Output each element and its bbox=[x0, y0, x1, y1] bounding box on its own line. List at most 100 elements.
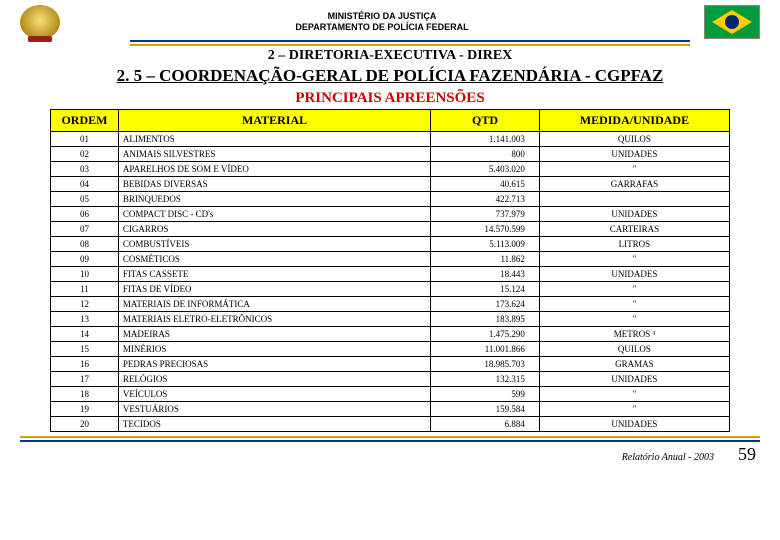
table-cell: 422.713 bbox=[431, 192, 540, 207]
brazil-flag-icon bbox=[704, 5, 760, 39]
col-medida: MEDIDA/UNIDADE bbox=[539, 110, 729, 132]
table-cell: MINÉRIOS bbox=[118, 342, 430, 357]
table-cell: ANIMAIS SILVESTRES bbox=[118, 147, 430, 162]
table-cell: 03 bbox=[51, 162, 119, 177]
table-body: 01ALIMENTOS1.141.003QUILOS02ANIMAIS SILV… bbox=[51, 132, 730, 432]
table-row: 10FITAS CASSETE18.443UNIDADES bbox=[51, 267, 730, 282]
table-row: 12MATERIAIS DE INFORMÁTICA173.624" bbox=[51, 297, 730, 312]
table-cell: 19 bbox=[51, 402, 119, 417]
table-cell: " bbox=[539, 252, 729, 267]
table-row: 17RELÓGIOS132.315UNIDADES bbox=[51, 372, 730, 387]
subtitle: PRINCIPAIS APREENSÕES bbox=[0, 90, 780, 107]
table-row: 08COMBUSTÍVEIS5.113.009LITROS bbox=[51, 237, 730, 252]
header: MINISTÉRIO DA JUSTIÇA DEPARTAMENTO DE PO… bbox=[0, 0, 780, 40]
ministry-header: MINISTÉRIO DA JUSTIÇA DEPARTAMENTO DE PO… bbox=[60, 11, 704, 33]
table-cell: 800 bbox=[431, 147, 540, 162]
header-line2: DEPARTAMENTO DE POLÍCIA FEDERAL bbox=[60, 22, 704, 33]
table-cell: COSMÉTICOS bbox=[118, 252, 430, 267]
table-cell: 09 bbox=[51, 252, 119, 267]
table-cell: BRINQUEDOS bbox=[118, 192, 430, 207]
table-cell: ALIMENTOS bbox=[118, 132, 430, 147]
table-cell: 15 bbox=[51, 342, 119, 357]
table-cell: UNIDADES bbox=[539, 267, 729, 282]
table-cell: 159.584 bbox=[431, 402, 540, 417]
table-cell: 14 bbox=[51, 327, 119, 342]
table-cell: 01 bbox=[51, 132, 119, 147]
table-row: 09COSMÉTICOS11.862" bbox=[51, 252, 730, 267]
table-cell: 13 bbox=[51, 312, 119, 327]
table-cell: 15.124 bbox=[431, 282, 540, 297]
table-row: 13MATERIAIS ELETRO-ELETRÔNICOS183.895" bbox=[51, 312, 730, 327]
table-cell: 18 bbox=[51, 387, 119, 402]
seizures-table-wrap: ORDEM MATERIAL QTD MEDIDA/UNIDADE 01ALIM… bbox=[0, 107, 780, 432]
table-cell: METROS ³ bbox=[539, 327, 729, 342]
table-cell: QUILOS bbox=[539, 132, 729, 147]
divider-gold bbox=[130, 44, 690, 46]
table-cell: 11.862 bbox=[431, 252, 540, 267]
footer-divider-gold bbox=[20, 436, 760, 438]
table-cell: 1.475.290 bbox=[431, 327, 540, 342]
table-cell: 16 bbox=[51, 357, 119, 372]
table-cell: LITROS bbox=[539, 237, 729, 252]
table-row: 11FITAS DE VÍDEO15.124" bbox=[51, 282, 730, 297]
section-heading: 2 – DIRETORIA-EXECUTIVA - DIREX bbox=[0, 48, 780, 64]
table-cell: 04 bbox=[51, 177, 119, 192]
table-row: 18VEÍCULOS599" bbox=[51, 387, 730, 402]
table-cell: GARRAFAS bbox=[539, 177, 729, 192]
table-row: 16PEDRAS PRECIOSAS18.985.703GRAMAS bbox=[51, 357, 730, 372]
table-cell: UNIDADES bbox=[539, 417, 729, 432]
table-cell: 5.113.009 bbox=[431, 237, 540, 252]
col-qtd: QTD bbox=[431, 110, 540, 132]
divider-blue bbox=[130, 40, 690, 42]
table-cell: 14.570.599 bbox=[431, 222, 540, 237]
table-cell: 17 bbox=[51, 372, 119, 387]
table-cell: FITAS DE VÍDEO bbox=[118, 282, 430, 297]
table-cell: PEDRAS PRECIOSAS bbox=[118, 357, 430, 372]
table-cell: 07 bbox=[51, 222, 119, 237]
table-cell: " bbox=[539, 297, 729, 312]
table-row: 04BEBIDAS DIVERSAS40.615GARRAFAS bbox=[51, 177, 730, 192]
table-cell: TECIDOS bbox=[118, 417, 430, 432]
table-cell: " bbox=[539, 162, 729, 177]
table-cell: " bbox=[539, 282, 729, 297]
table-cell: 5.403.020 bbox=[431, 162, 540, 177]
table-cell: APARELHOS DE SOM E VÍDEO bbox=[118, 162, 430, 177]
table-cell: 40.615 bbox=[431, 177, 540, 192]
seizures-table: ORDEM MATERIAL QTD MEDIDA/UNIDADE 01ALIM… bbox=[50, 109, 730, 432]
table-cell: MATERIAIS DE INFORMÁTICA bbox=[118, 297, 430, 312]
table-row: 19VESTUÁRIOS159.584" bbox=[51, 402, 730, 417]
table-cell: 11.001.866 bbox=[431, 342, 540, 357]
table-cell: 18.443 bbox=[431, 267, 540, 282]
table-cell: 11 bbox=[51, 282, 119, 297]
table-cell: 6.884 bbox=[431, 417, 540, 432]
table-cell: CIGARROS bbox=[118, 222, 430, 237]
table-cell: QUILOS bbox=[539, 342, 729, 357]
table-header-row: ORDEM MATERIAL QTD MEDIDA/UNIDADE bbox=[51, 110, 730, 132]
table-cell: COMBUSTÍVEIS bbox=[118, 237, 430, 252]
page-title: 2. 5 – COORDENAÇÃO-GERAL DE POLÍCIA FAZE… bbox=[0, 66, 780, 86]
table-cell: RELÓGIOS bbox=[118, 372, 430, 387]
col-ordem: ORDEM bbox=[51, 110, 119, 132]
footer-report-label: Relatório Anual - 2003 bbox=[622, 452, 714, 463]
table-cell: 02 bbox=[51, 147, 119, 162]
table-cell: 183.895 bbox=[431, 312, 540, 327]
table-cell: MADEIRAS bbox=[118, 327, 430, 342]
table-row: 03APARELHOS DE SOM E VÍDEO5.403.020" bbox=[51, 162, 730, 177]
table-cell: GRAMAS bbox=[539, 357, 729, 372]
table-cell: 06 bbox=[51, 207, 119, 222]
table-row: 15MINÉRIOS11.001.866QUILOS bbox=[51, 342, 730, 357]
table-cell: VESTUÁRIOS bbox=[118, 402, 430, 417]
table-cell: " bbox=[539, 402, 729, 417]
table-cell: " bbox=[539, 312, 729, 327]
table-row: 20TECIDOS6.884UNIDADES bbox=[51, 417, 730, 432]
table-cell: " bbox=[539, 387, 729, 402]
table-cell: 132.315 bbox=[431, 372, 540, 387]
table-row: 07CIGARROS14.570.599CARTEIRAS bbox=[51, 222, 730, 237]
table-cell: 08 bbox=[51, 237, 119, 252]
col-material: MATERIAL bbox=[118, 110, 430, 132]
table-cell: 173.624 bbox=[431, 297, 540, 312]
table-cell: 05 bbox=[51, 192, 119, 207]
table-row: 14MADEIRAS1.475.290METROS ³ bbox=[51, 327, 730, 342]
table-cell: 12 bbox=[51, 297, 119, 312]
table-cell: 20 bbox=[51, 417, 119, 432]
